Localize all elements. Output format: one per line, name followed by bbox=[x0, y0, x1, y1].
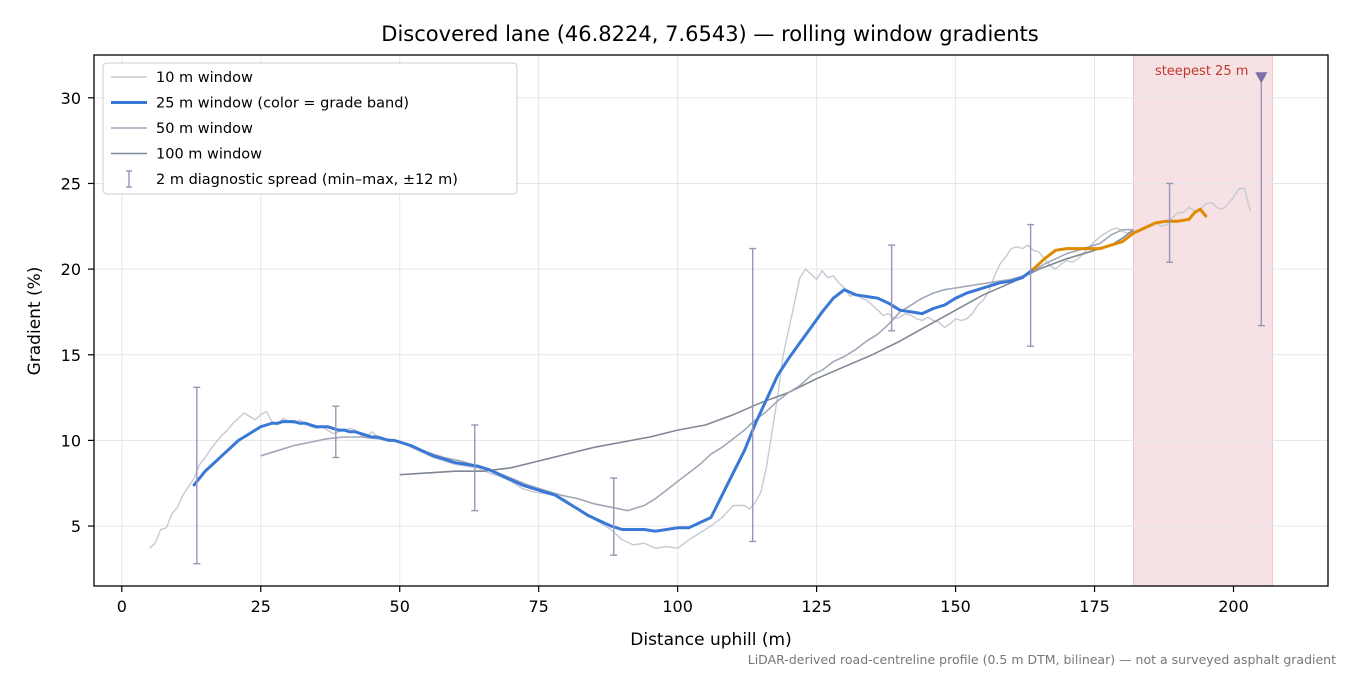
y-tick-label: 25 bbox=[61, 174, 81, 193]
x-tick-label: 25 bbox=[251, 597, 271, 616]
legend-entry: 10 m window bbox=[111, 70, 253, 86]
legend-entry: 2 m diagnostic spread (min–max, ±12 m) bbox=[126, 170, 458, 188]
y-tick-label: 30 bbox=[61, 89, 81, 108]
x-tick-label: 75 bbox=[529, 597, 549, 616]
error-bar bbox=[332, 405, 340, 459]
error-bar bbox=[1027, 223, 1035, 347]
y-tick-label: 10 bbox=[61, 431, 81, 450]
error-bars bbox=[193, 76, 1265, 565]
y-axis-label: Gradient (%) bbox=[25, 267, 45, 376]
error-bar bbox=[471, 424, 479, 512]
series-line-100m bbox=[399, 229, 1134, 476]
series-lines bbox=[149, 187, 1251, 549]
series-line-50m bbox=[260, 228, 1134, 512]
legend-label: 10 m window bbox=[156, 70, 253, 86]
y-tick-label: 5 bbox=[71, 517, 81, 536]
error-bar bbox=[749, 247, 757, 543]
footnote: LiDAR-derived road-centreline profile (0… bbox=[748, 652, 1336, 667]
highlight-band bbox=[1132, 54, 1273, 587]
legend-entry: 100 m window bbox=[111, 147, 262, 163]
series-line-25m-steep bbox=[1031, 207, 1208, 271]
x-tick-label: 0 bbox=[117, 597, 127, 616]
plot-frame bbox=[93, 54, 1329, 587]
x-tick-label: 100 bbox=[662, 597, 693, 616]
steepest-label: steepest 25 m bbox=[1155, 64, 1248, 79]
x-tick-label: 175 bbox=[1079, 597, 1110, 616]
x-axis-label: Distance uphill (m) bbox=[630, 630, 791, 650]
x-tick-label: 150 bbox=[940, 597, 971, 616]
error-bar bbox=[193, 386, 201, 565]
error-bar bbox=[1166, 182, 1174, 263]
y-tick-label: 15 bbox=[61, 346, 81, 365]
steepest-band bbox=[1132, 54, 1273, 587]
x-tick-label: 200 bbox=[1218, 597, 1249, 616]
legend-entry: 50 m window bbox=[111, 121, 253, 137]
annotations: steepest 25 m bbox=[1155, 64, 1268, 84]
x-tick-label: 125 bbox=[801, 597, 832, 616]
steepest-marker bbox=[1255, 72, 1268, 84]
x-tick-label: 50 bbox=[390, 597, 410, 616]
legend-label: 25 m window (color = grade band) bbox=[156, 96, 409, 112]
series-line-25m bbox=[192, 267, 1035, 533]
legend-label: 2 m diagnostic spread (min–max, ±12 m) bbox=[156, 172, 458, 188]
axis-ticks: 0 25 50 75 100 125 150 175 200 5 10 15 20 25 30 bbox=[61, 89, 1249, 616]
error-bar bbox=[610, 477, 618, 556]
chart-title: Discovered lane (46.8224, 7.6543) — roll… bbox=[381, 22, 1038, 46]
legend-label: 100 m window bbox=[156, 147, 262, 163]
error-bar bbox=[888, 244, 896, 332]
legend-box bbox=[102, 62, 518, 195]
series-line-10m bbox=[149, 187, 1251, 549]
legend-entry: 25 m window (color = grade band) bbox=[111, 96, 409, 112]
legend: 10 m window 25 m window (color = grade ba… bbox=[102, 62, 518, 195]
legend-label: 50 m window bbox=[156, 121, 253, 137]
y-tick-label: 20 bbox=[61, 260, 81, 279]
